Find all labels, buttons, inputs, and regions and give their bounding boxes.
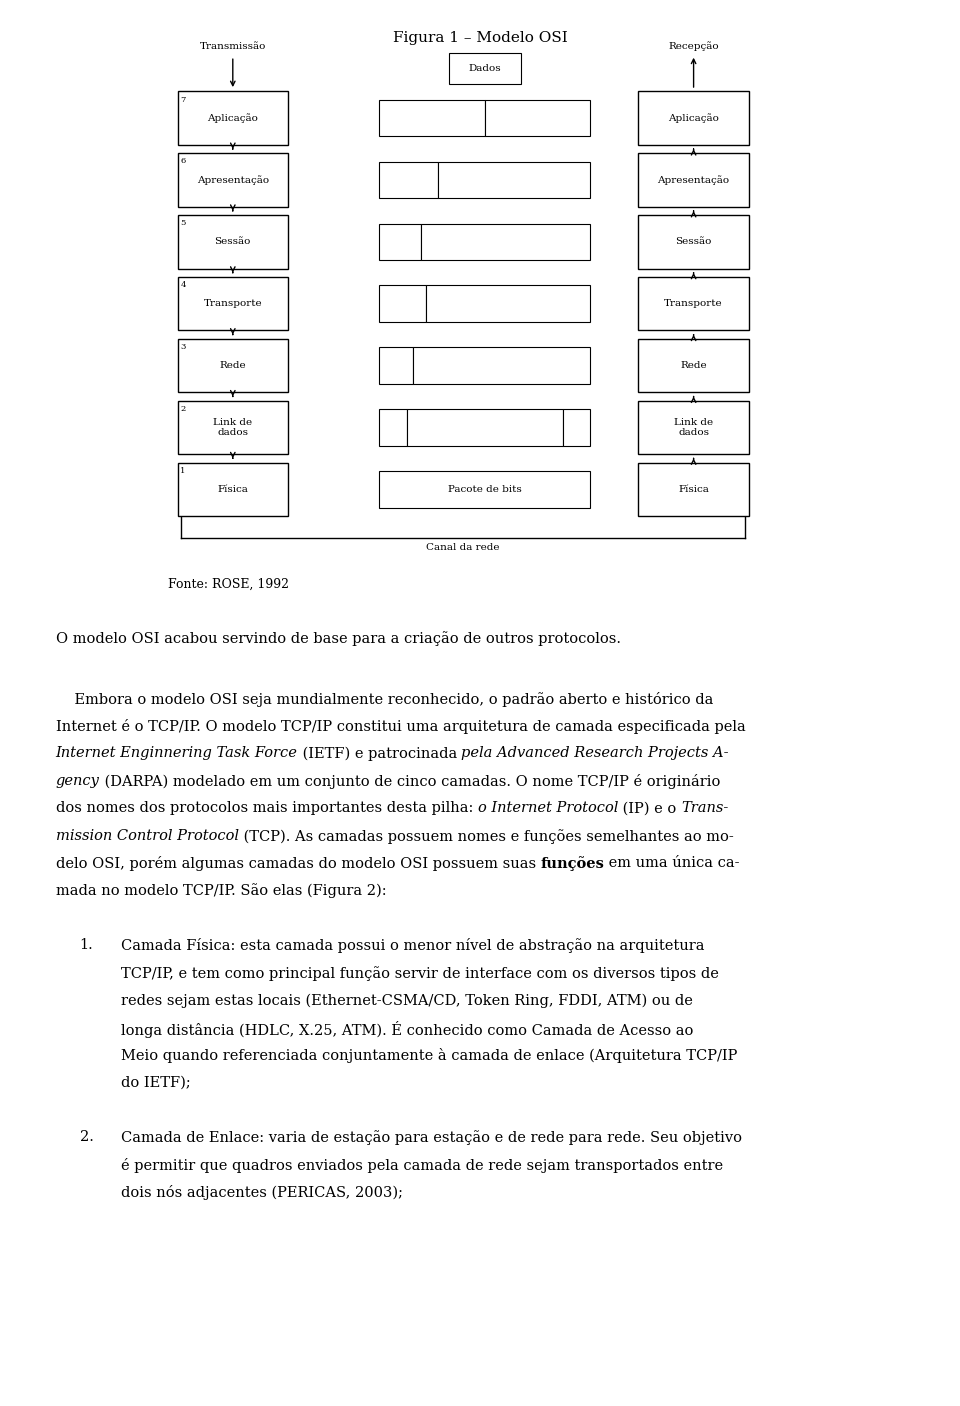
Text: Camada de Enlace: varia de estação para estação e de rede para rede. Seu objetiv: Camada de Enlace: varia de estação para … — [121, 1130, 742, 1144]
Bar — [421, 224, 590, 260]
Text: o Internet Protocol: o Internet Protocol — [478, 801, 618, 815]
Bar — [638, 463, 749, 516]
Bar — [178, 463, 288, 516]
Bar — [638, 153, 749, 207]
Text: 7: 7 — [180, 96, 186, 104]
Text: Aplicação: Aplicação — [207, 114, 258, 122]
Text: dos nomes dos protocolos mais importantes desta pilha:: dos nomes dos protocolos mais importante… — [56, 801, 478, 815]
Bar — [379, 224, 421, 260]
Text: Camada Física: esta camada possui o menor nível de abstração na arquitetura: Camada Física: esta camada possui o meno… — [121, 938, 705, 953]
Text: Física: Física — [217, 485, 249, 494]
Text: funções: funções — [540, 856, 604, 872]
Bar — [413, 347, 590, 384]
Bar — [638, 91, 749, 145]
Text: Apresentação: Apresentação — [197, 176, 269, 184]
Bar — [178, 401, 288, 454]
Bar — [638, 401, 749, 454]
Bar — [178, 339, 288, 392]
Text: Sessão: Sessão — [215, 238, 251, 246]
Bar — [379, 347, 413, 384]
Text: Pacote de bits: Pacote de bits — [448, 485, 521, 494]
Bar — [563, 409, 590, 446]
Text: em uma única ca-: em uma única ca- — [604, 856, 740, 870]
Text: gency: gency — [56, 773, 100, 787]
Text: Sessão: Sessão — [676, 238, 711, 246]
Text: Rede: Rede — [681, 361, 707, 370]
Bar — [425, 285, 590, 322]
Bar — [449, 53, 520, 84]
Text: pela Advanced Research Projects A-: pela Advanced Research Projects A- — [462, 747, 729, 761]
Text: Embora o modelo OSI seja mundialmente reconhecido, o padrão aberto e histórico d: Embora o modelo OSI seja mundialmente re… — [56, 692, 713, 707]
Text: 2: 2 — [180, 405, 185, 413]
Bar — [379, 162, 439, 198]
Text: Link de
dados: Link de dados — [674, 418, 713, 437]
Text: Canal da rede: Canal da rede — [426, 543, 500, 551]
Text: 5: 5 — [180, 219, 186, 228]
Text: Meio quando referenciada conjuntamente à camada de enlace (Arquitetura TCP/IP: Meio quando referenciada conjuntamente à… — [121, 1047, 737, 1063]
Text: mada no modelo TCP/IP. São elas (Figura 2):: mada no modelo TCP/IP. São elas (Figura … — [56, 883, 386, 898]
Bar — [178, 91, 288, 145]
Bar — [485, 100, 590, 136]
Text: (DARPA) modelado em um conjunto de cinco camadas. O nome TCP/IP é originário: (DARPA) modelado em um conjunto de cinco… — [100, 773, 720, 789]
Text: Transmissão: Transmissão — [200, 42, 266, 51]
Text: do IETF);: do IETF); — [121, 1076, 191, 1090]
Text: Fonte: ROSE, 1992: Fonte: ROSE, 1992 — [168, 578, 289, 591]
Bar — [178, 153, 288, 207]
Bar — [638, 277, 749, 330]
Bar — [178, 215, 288, 269]
Text: Figura 1 – Modelo OSI: Figura 1 – Modelo OSI — [393, 31, 567, 45]
Bar — [638, 339, 749, 392]
Text: 1.: 1. — [80, 938, 93, 952]
Bar — [379, 285, 425, 322]
Text: 1: 1 — [180, 467, 186, 475]
Text: delo OSI, porém algumas camadas do modelo OSI possuem suas: delo OSI, porém algumas camadas do model… — [56, 856, 540, 872]
Text: Dados: Dados — [468, 65, 501, 73]
Bar — [439, 162, 590, 198]
Text: 2.: 2. — [80, 1130, 93, 1144]
Text: Rede: Rede — [220, 361, 246, 370]
Text: 3: 3 — [180, 343, 186, 352]
Text: Física: Física — [678, 485, 709, 494]
Text: Recepção: Recepção — [668, 41, 719, 51]
Text: longa distância (HDLC, X.25, ATM). É conhecido como Camada de Acesso ao: longa distância (HDLC, X.25, ATM). É con… — [121, 1021, 693, 1038]
Text: redes sejam estas locais (Ethernet-CSMA/CD, Token Ring, FDDI, ATM) ou de: redes sejam estas locais (Ethernet-CSMA/… — [121, 993, 693, 1008]
Bar — [379, 471, 590, 508]
Text: Transporte: Transporte — [204, 299, 262, 308]
Text: (TCP). As camadas possuem nomes e funções semelhantes ao mo-: (TCP). As camadas possuem nomes e funçõe… — [239, 828, 733, 844]
Bar — [407, 409, 563, 446]
Text: Transporte: Transporte — [664, 299, 723, 308]
Text: O modelo OSI acabou servindo de base para a criação de outros protocolos.: O modelo OSI acabou servindo de base par… — [56, 631, 621, 647]
Text: é permitir que quadros enviados pela camada de rede sejam transportados entre: é permitir que quadros enviados pela cam… — [121, 1157, 723, 1173]
Text: TCP/IP, e tem como principal função servir de interface com os diversos tipos de: TCP/IP, e tem como principal função serv… — [121, 966, 719, 980]
Bar — [379, 409, 407, 446]
Bar — [178, 277, 288, 330]
Text: 4: 4 — [180, 281, 186, 290]
Text: Apresentação: Apresentação — [658, 176, 730, 184]
Bar — [379, 100, 485, 136]
Text: Aplicação: Aplicação — [668, 114, 719, 122]
Text: mission Control Protocol: mission Control Protocol — [56, 828, 239, 842]
Text: Trans-: Trans- — [681, 801, 729, 815]
Text: Link de
dados: Link de dados — [213, 418, 252, 437]
Text: Internet é o TCP/IP. O modelo TCP/IP constitui uma arquitetura de camada especif: Internet é o TCP/IP. O modelo TCP/IP con… — [56, 718, 745, 734]
Text: dois nós adjacentes (PERICAS, 2003);: dois nós adjacentes (PERICAS, 2003); — [121, 1185, 403, 1201]
Bar — [638, 215, 749, 269]
Text: Internet Enginnering Task Force: Internet Enginnering Task Force — [56, 747, 298, 761]
Text: (IETF) e patrocinada: (IETF) e patrocinada — [298, 747, 462, 761]
Text: (IP) e o: (IP) e o — [618, 801, 681, 815]
Text: 6: 6 — [180, 157, 185, 166]
